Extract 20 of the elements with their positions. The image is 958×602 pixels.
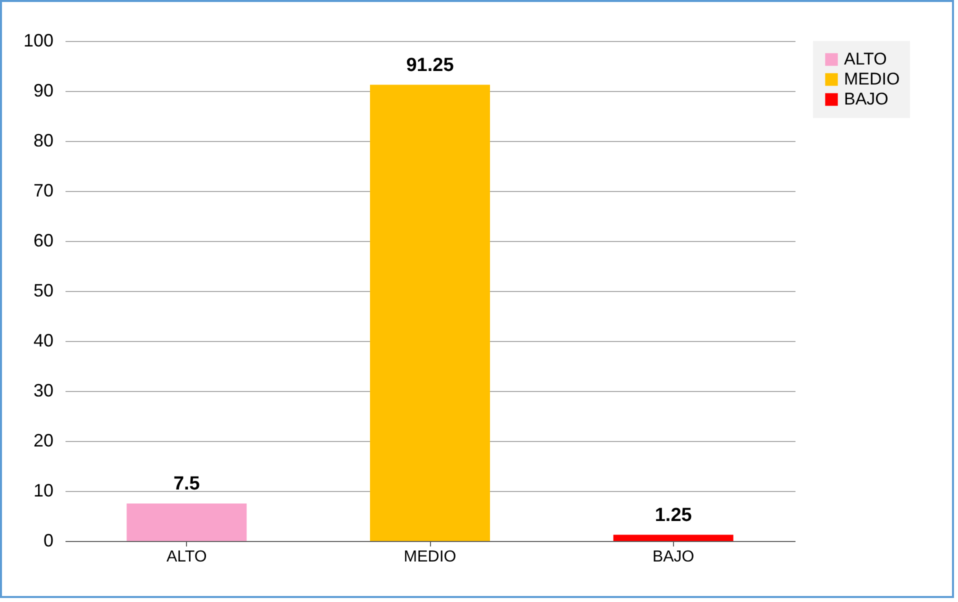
- y-tick-label: 0: [43, 530, 54, 550]
- y-tick-label: 70: [33, 180, 54, 200]
- y-tick-label: 40: [33, 330, 54, 350]
- legend-label: ALTO: [844, 50, 887, 68]
- y-tick-label: 100: [23, 30, 54, 50]
- y-tick-label: 10: [33, 480, 54, 500]
- data-label: 7.5: [173, 474, 200, 494]
- data-label: 91.25: [406, 54, 454, 76]
- y-tick-label: 80: [33, 130, 54, 150]
- x-tick-label: BAJO: [652, 548, 694, 566]
- y-tick-label: 20: [33, 430, 54, 450]
- y-tick-label: 30: [33, 380, 54, 400]
- y-tick-label: 90: [33, 80, 54, 100]
- legend-label: BAJO: [844, 90, 888, 108]
- y-tick-label: 50: [33, 280, 54, 300]
- x-tick-label: MEDIO: [404, 548, 456, 566]
- legend-label: MEDIO: [844, 70, 900, 88]
- x-tick-label: ALTO: [166, 548, 207, 566]
- data-label: 1.25: [654, 504, 692, 526]
- y-tick-label: 60: [33, 230, 54, 250]
